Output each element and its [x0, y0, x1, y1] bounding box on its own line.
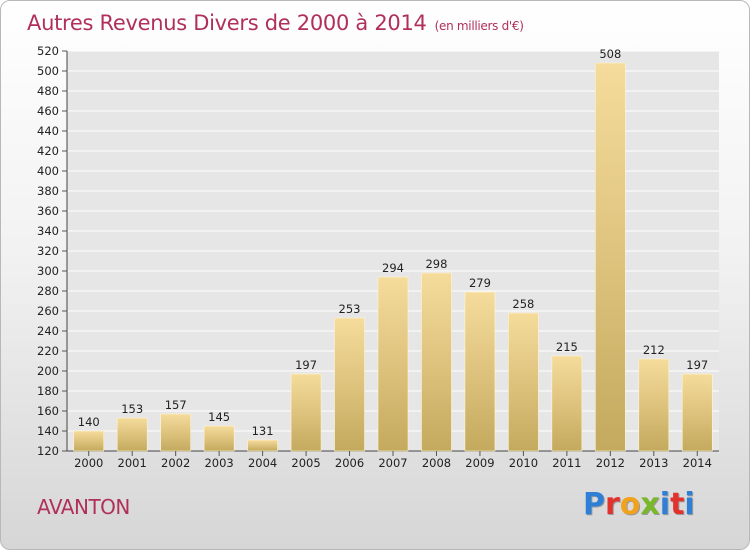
bar-2007 — [377, 276, 409, 452]
bar-value-label: 508 — [599, 47, 621, 61]
bar-value-label: 197 — [295, 358, 317, 372]
bar-value-label: 145 — [208, 410, 230, 424]
commune-name: AVANTON — [37, 495, 130, 519]
x-tick-label: 2013 — [639, 456, 668, 470]
bar-2012 — [595, 62, 626, 452]
y-tick-label: 380 — [37, 184, 59, 198]
bar-2002 — [160, 413, 191, 452]
y-tick-label: 400 — [37, 164, 59, 178]
chart-subtitle: (en milliers d'€) — [434, 19, 524, 33]
bar-2005 — [290, 373, 322, 452]
bar-2004 — [247, 439, 278, 452]
x-tick-label: 2001 — [118, 456, 147, 470]
y-tick-label: 440 — [37, 124, 59, 138]
x-tick-label: 2008 — [422, 456, 451, 470]
x-tick-label: 2010 — [509, 456, 538, 470]
x-tick-label: 2000 — [74, 456, 103, 470]
chart-title-text: Autres Revenus Divers de 2000 à 2014 — [27, 11, 427, 35]
bar-2001 — [116, 417, 148, 452]
x-tick-label: 2012 — [596, 456, 625, 470]
y-tick-label: 240 — [37, 324, 59, 338]
bar-2003 — [203, 425, 235, 452]
y-tick-label: 160 — [37, 404, 59, 418]
y-tick-label: 180 — [37, 384, 59, 398]
bar-2013 — [638, 358, 670, 452]
bar-value-label: 215 — [556, 340, 578, 354]
y-tick-label: 200 — [37, 364, 59, 378]
proxiti-logo: Proxiti — [583, 487, 695, 522]
bar-2010 — [508, 312, 539, 452]
y-tick-label: 220 — [37, 344, 59, 358]
bar-2000 — [73, 430, 105, 452]
bar-2011 — [551, 355, 583, 452]
bar-2006 — [334, 317, 365, 452]
y-tick-label: 120 — [37, 444, 59, 458]
bar-value-label: 279 — [469, 276, 491, 290]
bar-2008 — [421, 272, 452, 452]
x-tick-label: 2005 — [291, 456, 320, 470]
x-tick-label: 2007 — [378, 456, 407, 470]
bar-value-label: 253 — [339, 302, 361, 316]
bar-value-label: 140 — [78, 415, 100, 429]
bar-value-label: 258 — [512, 297, 534, 311]
x-tick-label: 2014 — [683, 456, 712, 470]
y-tick-label: 460 — [37, 104, 59, 118]
bar-value-label: 294 — [382, 261, 404, 275]
y-tick-label: 360 — [37, 204, 59, 218]
x-tick-label: 2003 — [204, 456, 233, 470]
y-tick-label: 320 — [37, 244, 59, 258]
y-tick-label: 300 — [37, 264, 59, 278]
bar-value-label: 131 — [252, 424, 274, 438]
bar-value-label: 298 — [425, 257, 447, 271]
bar-value-label: 212 — [643, 343, 665, 357]
x-tick-label: 2009 — [465, 456, 494, 470]
bar-value-label: 153 — [121, 402, 143, 416]
y-tick-label: 340 — [37, 224, 59, 238]
bar-value-label: 197 — [686, 358, 708, 372]
y-tick-label: 420 — [37, 144, 59, 158]
x-tick-label: 2011 — [552, 456, 581, 470]
x-tick-label: 2004 — [248, 456, 277, 470]
x-tick-label: 2006 — [335, 456, 364, 470]
chart-title: Autres Revenus Divers de 2000 à 2014 (en … — [27, 11, 524, 35]
bar-2009 — [464, 291, 496, 452]
y-tick-label: 500 — [37, 64, 59, 78]
bar-value-label: 157 — [165, 398, 187, 412]
x-tick-label: 2002 — [161, 456, 190, 470]
y-tick-label: 520 — [37, 44, 59, 58]
y-tick-label: 280 — [37, 284, 59, 298]
bar-2014 — [681, 373, 713, 452]
y-tick-label: 480 — [37, 84, 59, 98]
y-tick-label: 260 — [37, 304, 59, 318]
y-tick-label: 140 — [37, 424, 59, 438]
